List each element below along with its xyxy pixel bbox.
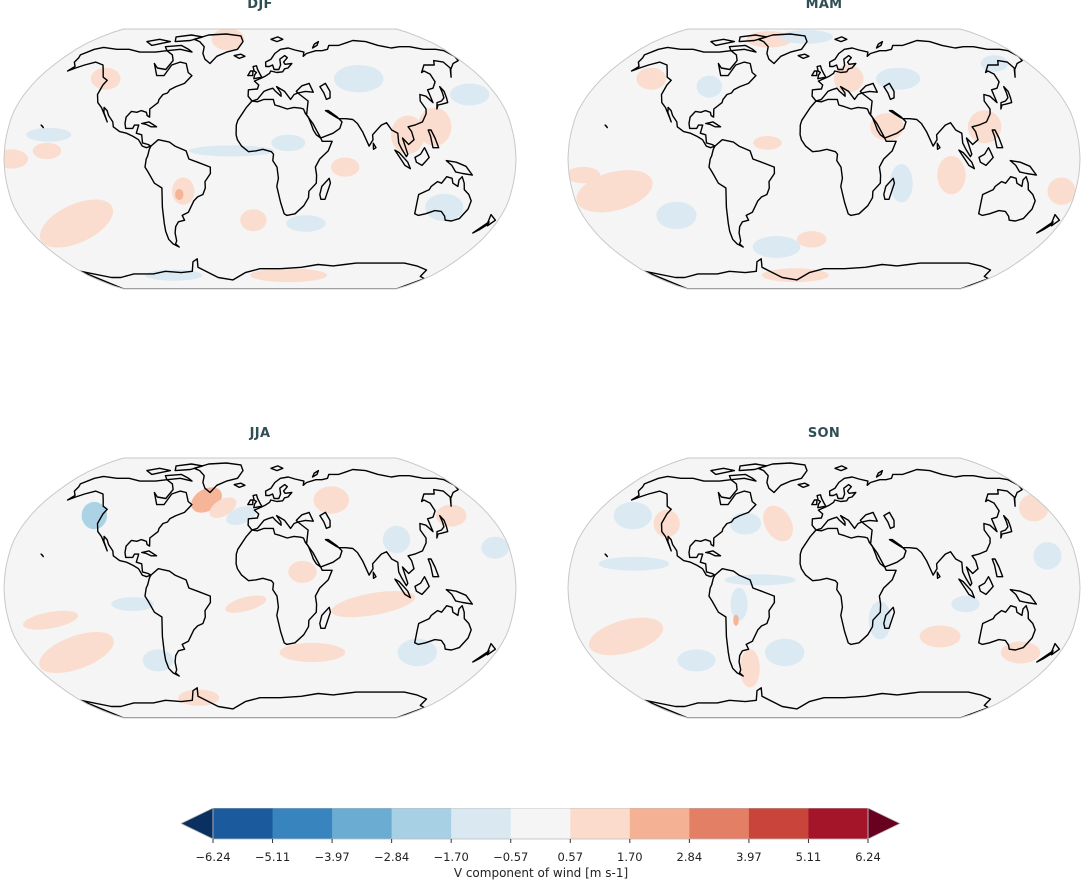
colorbar: −6.24 −5.11 −3.97 −2.84 −1.70 −0.57 0.57 1.70 2.… xyxy=(180,807,901,883)
colorbar-tick-label: 2.84 xyxy=(676,850,703,864)
panel-mam: MAM xyxy=(566,0,1082,300)
panel-title-mam: MAM xyxy=(805,0,843,12)
panel-son: SON xyxy=(566,426,1082,729)
panel-title-djf: DJF xyxy=(247,0,273,12)
colorbar-tick-label: −6.24 xyxy=(195,850,231,864)
colorbar-tick-label: 5.11 xyxy=(795,850,822,864)
colorbar-label: V component of wind [m s-1] xyxy=(453,866,629,880)
colorbar-tick-label: −5.11 xyxy=(254,850,291,864)
panel-title-son: SON xyxy=(807,426,841,441)
panel-jja: JJA xyxy=(2,426,518,729)
colorbar-tick-label: −3.97 xyxy=(314,850,350,864)
map-mam xyxy=(567,28,1081,290)
colorbar-tick-label: 1.70 xyxy=(617,850,643,864)
map-djf xyxy=(3,28,517,290)
colorbar-tick-label: 0.57 xyxy=(557,850,584,864)
map-son xyxy=(567,457,1081,719)
colorbar-tick-label: −2.84 xyxy=(374,850,410,864)
panel-djf: DJF xyxy=(2,0,518,300)
panel-title-jja: JJA xyxy=(249,426,271,441)
colorbar-tick-label: 6.24 xyxy=(855,850,881,864)
colorbar-tick-label: −0.57 xyxy=(493,850,529,864)
colorbar-tick-label: −1.70 xyxy=(433,850,469,864)
colorbar-swatches xyxy=(180,807,901,843)
map-jja xyxy=(3,457,517,719)
colorbar-tick-label: 3.97 xyxy=(736,850,762,864)
